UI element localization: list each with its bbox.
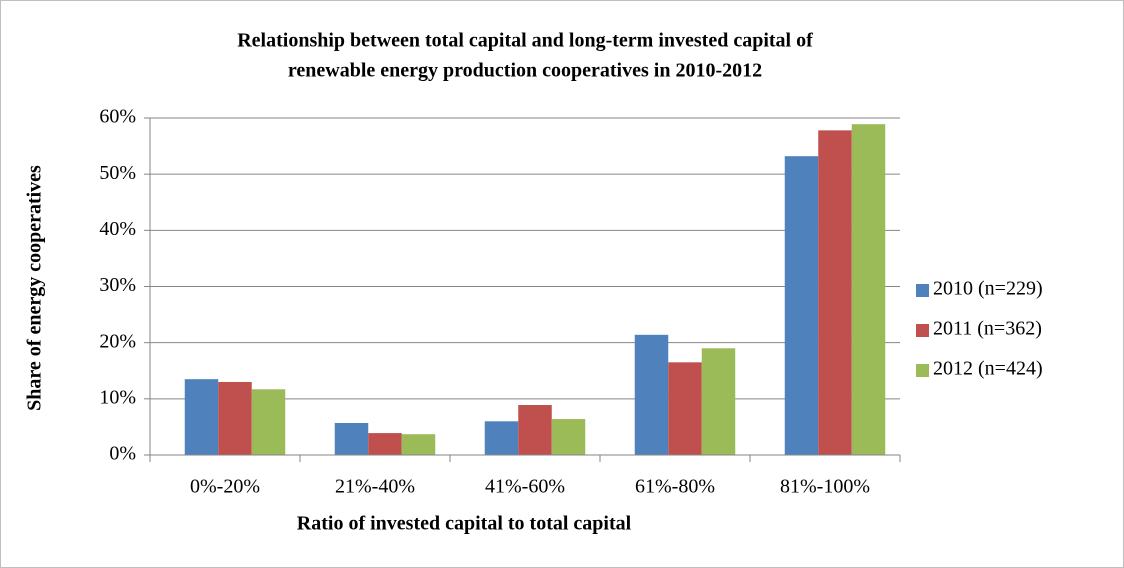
- y-tick-label: 0%: [109, 443, 136, 465]
- chart-title: Relationship between total capital and l…: [237, 30, 813, 52]
- chart-title: renewable energy production cooperatives…: [288, 60, 762, 82]
- legend-label: 2011 (n=362): [933, 318, 1042, 340]
- bar: [784, 156, 819, 455]
- x-tick-label: 0%-20%: [190, 476, 260, 498]
- y-axis-label: Share of energy cooperatives: [24, 165, 46, 411]
- legend-swatch: [916, 364, 929, 377]
- x-tick-label: 41%-60%: [485, 476, 565, 498]
- bar: [334, 422, 369, 455]
- bar: [701, 348, 736, 455]
- y-tick-label: 20%: [99, 330, 136, 352]
- y-tick-label: 40%: [99, 218, 136, 240]
- legend-swatch: [916, 284, 929, 297]
- bar: [184, 379, 219, 455]
- x-axis-label: Ratio of invested capital to total capit…: [297, 513, 632, 535]
- y-tick-label: 10%: [99, 386, 136, 408]
- bar: [484, 421, 519, 455]
- x-tick-label: 61%-80%: [635, 476, 715, 498]
- x-tick-label: 21%-40%: [335, 476, 415, 498]
- y-tick-label: 50%: [99, 162, 136, 184]
- bar: [818, 130, 852, 455]
- legend-label: 2012 (n=424): [933, 358, 1043, 380]
- bar: [251, 389, 286, 455]
- x-tick-label: 81%-100%: [780, 476, 870, 498]
- bar: [668, 362, 702, 455]
- bar: [518, 405, 552, 455]
- y-tick-label: 30%: [99, 274, 136, 296]
- bar: [368, 433, 402, 455]
- bar: [851, 124, 886, 455]
- bar: [634, 334, 669, 455]
- bar: [401, 434, 436, 455]
- y-tick-label: 60%: [99, 106, 136, 128]
- legend-swatch: [916, 324, 929, 337]
- bar: [551, 419, 586, 455]
- bar: [218, 381, 252, 455]
- legend-label: 2010 (n=229): [933, 278, 1043, 300]
